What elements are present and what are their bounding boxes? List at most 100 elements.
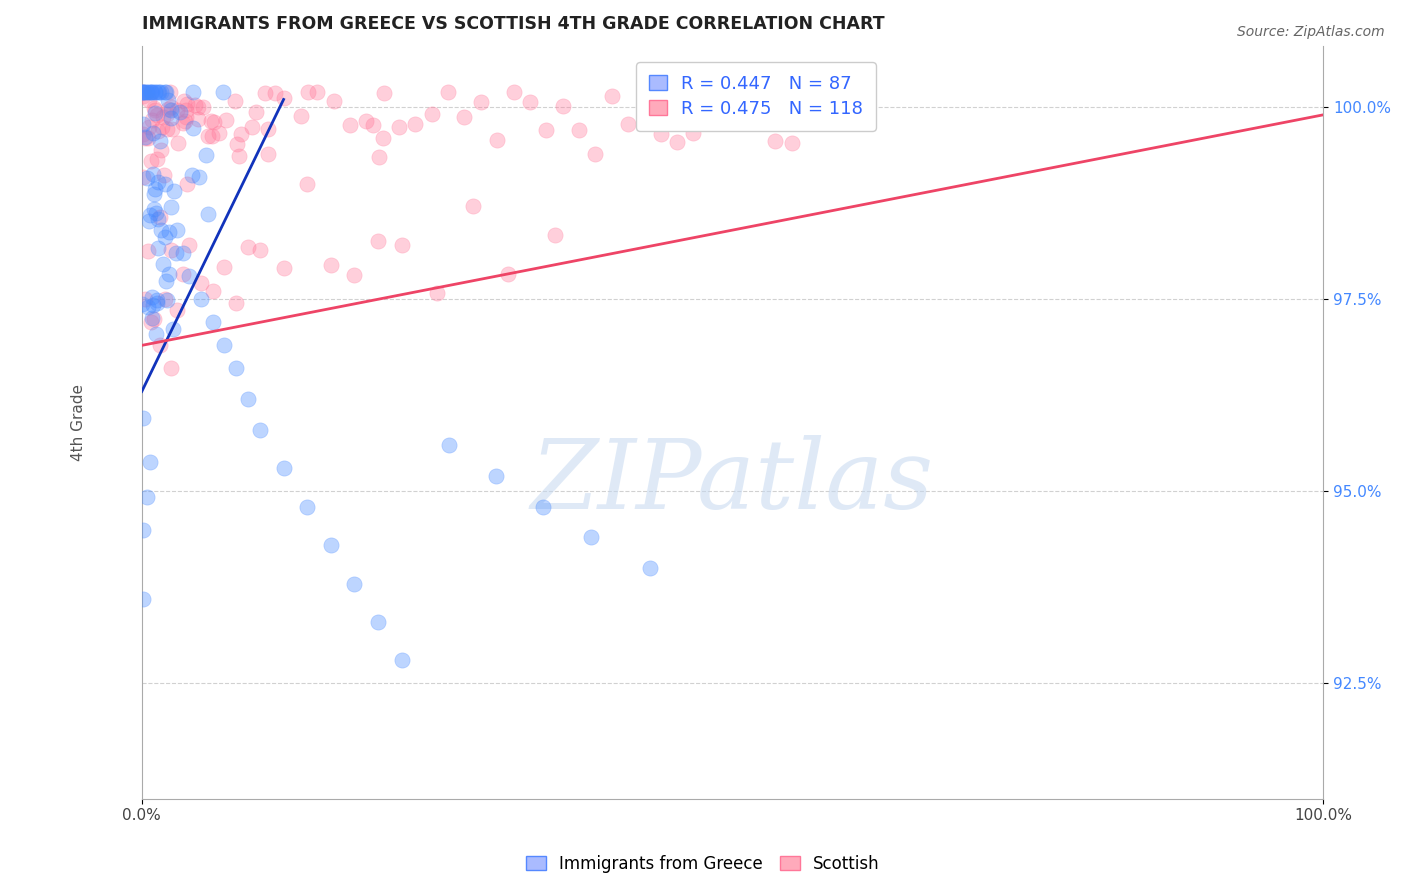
Point — [152, 168, 174, 182]
Point — [148, 175, 170, 189]
Point — [201, 284, 224, 298]
Point — [214, 260, 236, 274]
Point — [533, 500, 555, 514]
Point — [343, 268, 366, 282]
Point — [763, 134, 786, 148]
Point — [146, 153, 169, 167]
Point — [134, 130, 156, 145]
Point — [148, 123, 170, 137]
Point — [568, 123, 591, 137]
Text: ZIPatlas: ZIPatlas — [531, 435, 934, 530]
Point — [183, 98, 205, 112]
Point — [166, 103, 188, 117]
Point — [132, 591, 155, 606]
Point — [169, 105, 191, 120]
Point — [149, 144, 172, 158]
Point — [215, 113, 238, 128]
Point — [544, 228, 567, 243]
Point — [139, 454, 162, 468]
Point — [141, 85, 163, 99]
Point — [132, 85, 155, 99]
Point — [257, 121, 280, 136]
Point — [486, 133, 509, 147]
Point — [190, 276, 212, 290]
Point — [141, 153, 163, 168]
Point — [146, 108, 169, 122]
Point — [159, 112, 181, 126]
Point — [136, 131, 159, 145]
Point — [176, 97, 198, 112]
Point — [181, 120, 204, 135]
Point — [132, 523, 155, 537]
Point — [155, 177, 177, 191]
Point — [159, 85, 181, 99]
Point — [177, 238, 200, 252]
Point — [143, 106, 166, 120]
Point — [617, 118, 640, 132]
Point — [191, 100, 214, 114]
Point — [135, 491, 157, 505]
Point — [367, 234, 389, 248]
Point — [166, 302, 188, 317]
Point — [388, 120, 411, 134]
Point — [600, 88, 623, 103]
Point — [295, 500, 318, 514]
Point — [748, 85, 770, 99]
Point — [138, 300, 160, 314]
Point — [225, 296, 247, 310]
Point — [157, 93, 180, 107]
Point — [157, 267, 180, 281]
Point — [132, 85, 155, 99]
Y-axis label: 4th Grade: 4th Grade — [72, 384, 86, 460]
Point — [146, 211, 169, 226]
Point — [197, 207, 219, 221]
Point — [181, 85, 204, 99]
Point — [264, 86, 287, 100]
Point — [343, 576, 366, 591]
Point — [145, 326, 167, 341]
Point — [368, 150, 391, 164]
Point — [391, 237, 413, 252]
Point — [138, 93, 160, 107]
Point — [273, 91, 295, 105]
Point — [404, 117, 426, 131]
Point — [682, 126, 704, 140]
Point — [132, 169, 155, 184]
Point — [461, 199, 484, 213]
Point — [699, 107, 721, 121]
Point — [141, 85, 163, 99]
Point — [273, 461, 295, 475]
Point — [437, 438, 460, 452]
Point — [143, 103, 166, 117]
Point — [135, 85, 157, 99]
Point — [181, 168, 204, 182]
Point — [583, 147, 606, 161]
Point — [136, 244, 159, 258]
Point — [148, 210, 170, 224]
Point — [141, 113, 163, 128]
Point — [131, 85, 153, 99]
Point — [391, 653, 413, 667]
Point — [132, 127, 155, 141]
Point — [157, 102, 180, 116]
Point — [138, 85, 160, 99]
Point — [437, 85, 460, 99]
Point — [141, 315, 163, 329]
Point — [534, 123, 557, 137]
Point — [319, 258, 342, 272]
Point — [131, 297, 153, 311]
Text: Source: ZipAtlas.com: Source: ZipAtlas.com — [1237, 25, 1385, 39]
Point — [176, 110, 198, 124]
Point — [145, 206, 167, 220]
Point — [322, 94, 344, 108]
Point — [143, 85, 166, 99]
Point — [142, 298, 165, 312]
Point — [187, 169, 209, 184]
Point — [214, 338, 236, 352]
Point — [579, 531, 602, 545]
Point — [519, 95, 541, 110]
Point — [150, 85, 173, 99]
Point — [273, 260, 295, 275]
Point — [356, 113, 378, 128]
Point — [136, 170, 159, 185]
